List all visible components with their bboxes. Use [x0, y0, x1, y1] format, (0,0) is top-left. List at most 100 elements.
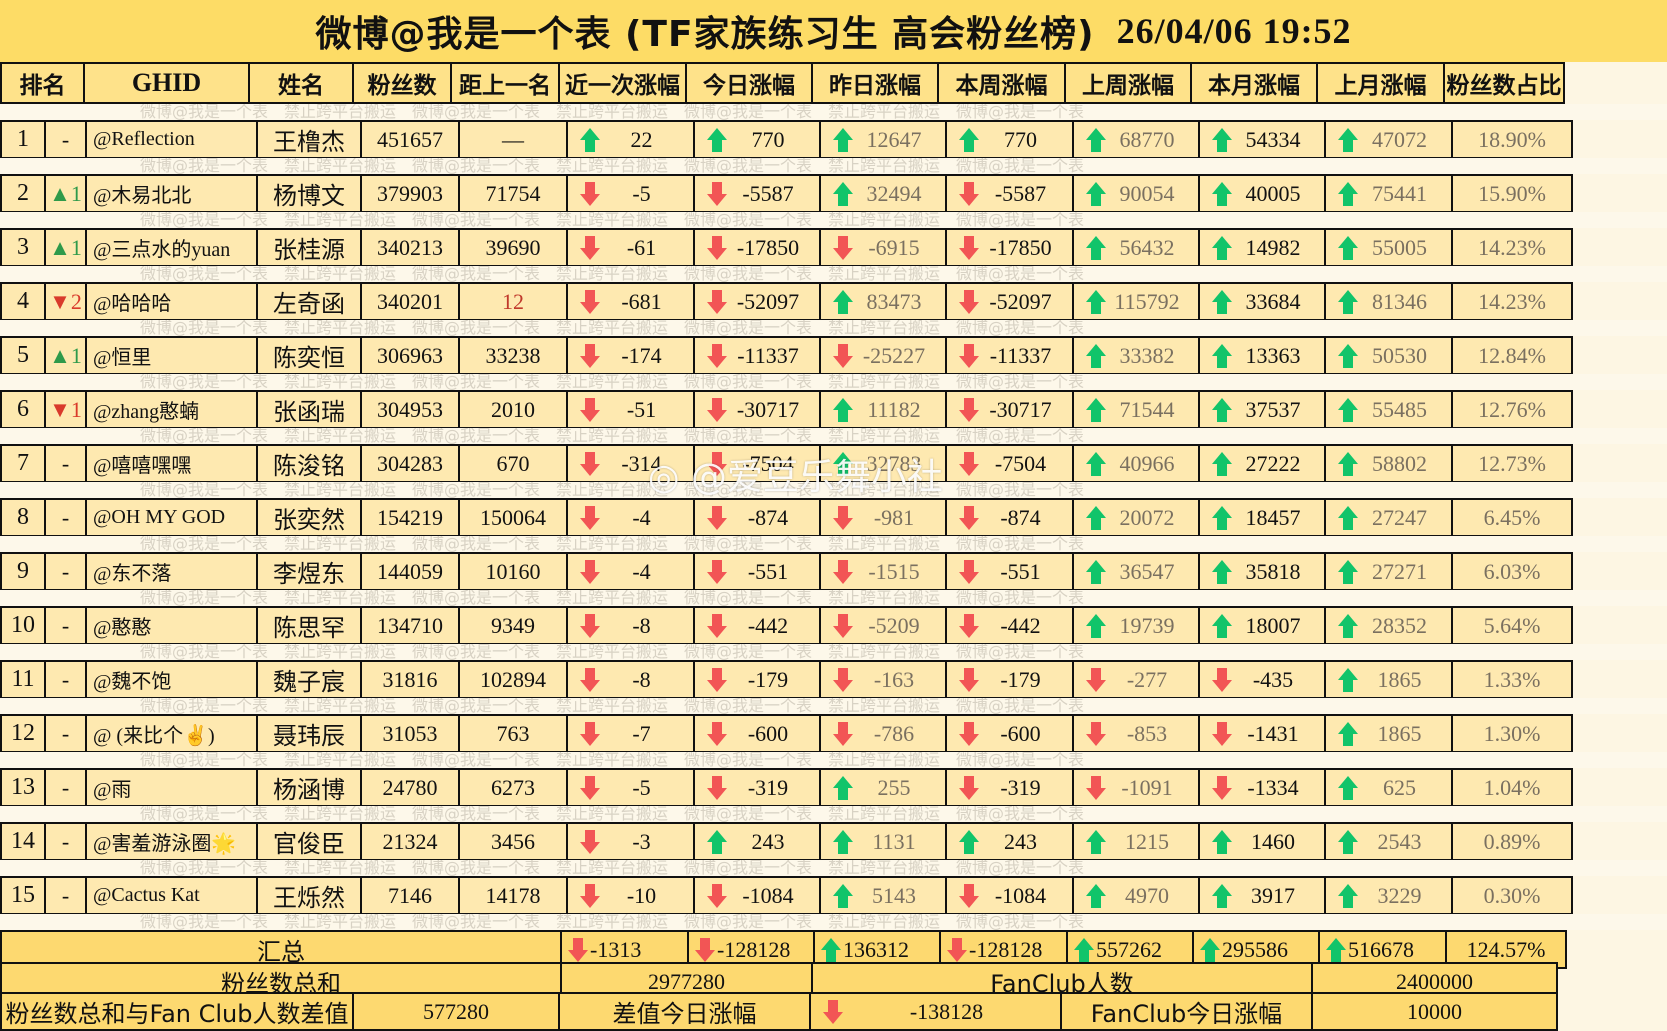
fans-cell: 134710: [360, 606, 460, 645]
name-cell: 王橹杰: [256, 120, 362, 159]
arrow-down-icon: [707, 181, 727, 206]
change-cell-last-month: 27247: [1324, 498, 1453, 537]
arrow-down-icon: [707, 613, 727, 638]
arrow-up-icon: [1338, 559, 1358, 584]
change-value: 18007: [1245, 612, 1301, 638]
change-cell-last-week: 90054: [1072, 174, 1200, 213]
change-value: 625: [1383, 774, 1416, 800]
change-value: -6915: [868, 234, 920, 260]
change-cell-last-month: 27271: [1324, 552, 1453, 591]
change-cell-today: -600: [693, 714, 821, 753]
share-cell: 14.23%: [1451, 228, 1573, 267]
fans-cell: 379903: [360, 174, 460, 213]
table-row: 14- @害羞游泳圈🌟 官俊臣 21324 3456 -3 243 1131 243 1215 14…: [0, 822, 1573, 861]
gap-cell: 3456: [458, 822, 568, 861]
gap-cell: 763: [458, 714, 568, 753]
watermark-strip: 微博@我是一个表 禁止跨平台搬运 微博@我是一个表 禁止跨平台搬运 微博@我是一…: [0, 644, 1667, 660]
arrow-down-icon: [1086, 775, 1106, 800]
change-cell-month: -435: [1198, 660, 1326, 699]
arrow-down-icon: [1212, 721, 1232, 746]
watermark-strip: 微博@我是一个表 禁止跨平台搬运 微博@我是一个表 禁止跨平台搬运 微博@我是一…: [0, 806, 1667, 822]
arrow-down-icon: [707, 667, 727, 692]
arrow-up-icon: [1086, 343, 1106, 368]
col-recent: 近一次涨幅: [558, 62, 687, 104]
change-cell-week: -1084: [945, 876, 1074, 915]
gap-cell: 102894: [458, 660, 568, 699]
fans-cell: 154219: [360, 498, 460, 537]
change-cell-recent: 22: [566, 120, 695, 159]
rank-change-cell: -: [44, 822, 87, 861]
gap-cell: 6273: [458, 768, 568, 807]
change-cell-last-month: 50530: [1324, 336, 1453, 375]
arrow-up-icon: [1086, 559, 1106, 584]
change-cell-recent: -8: [566, 660, 695, 699]
arrow-up-icon: [1212, 613, 1232, 638]
change-cell-week: 243: [945, 822, 1074, 861]
change-cell-week: -52097: [945, 282, 1074, 321]
change-cell-last-month: 58802: [1324, 444, 1453, 483]
change-cell-last-month: 75441: [1324, 174, 1453, 213]
share-cell: 0.30%: [1451, 876, 1573, 915]
change-cell-month: 40005: [1198, 174, 1326, 213]
rank-change-cell: -: [44, 498, 87, 537]
change-cell-today: -7504: [693, 444, 821, 483]
change-value: -981: [873, 504, 915, 530]
arrow-down-icon: [833, 667, 853, 692]
rank-cell: 4: [0, 282, 46, 321]
ghid-cell: @雨: [85, 768, 258, 807]
change-value: 18457: [1245, 504, 1301, 530]
name-cell: 陈思罕: [256, 606, 362, 645]
change-value: 1865: [1377, 666, 1422, 692]
arrow-up-icon: [833, 775, 853, 800]
table-row: 7- @嘻嘻嘿嘿 陈浚铭 304283 670 -314 -7504 32783 -7504 40…: [0, 444, 1573, 483]
change-cell-month: 1460: [1198, 822, 1326, 861]
change-value: 50530: [1372, 342, 1427, 368]
col-rank: 排名: [0, 62, 85, 104]
change-cell-last-week: 56432: [1072, 228, 1200, 267]
fans-cell: 340213: [360, 228, 460, 267]
change-value: -7504: [742, 450, 794, 476]
change-value: -61: [626, 234, 657, 260]
col-name: 姓名: [248, 62, 354, 104]
name-cell: 杨博文: [256, 174, 362, 213]
change-value: -10: [626, 882, 657, 908]
share-cell: 12.73%: [1451, 444, 1573, 483]
arrow-up-icon: [1338, 343, 1358, 368]
ghid-cell: @Reflection: [85, 120, 258, 159]
col-yesterday: 昨日涨幅: [811, 62, 939, 104]
change-cell-today: -17850: [693, 228, 821, 267]
title-timestamp: 26/04/06 19:52: [1116, 11, 1352, 51]
arrow-down-icon: [580, 505, 600, 530]
rank-change-cell: -: [44, 120, 87, 159]
arrow-down-icon: [833, 343, 853, 368]
name-cell: 李煜东: [256, 552, 362, 591]
change-value: 4970: [1125, 882, 1169, 908]
change-cell-yesterday: -163: [819, 660, 947, 699]
change-value: -600: [1000, 720, 1041, 746]
arrow-up-icon: [1212, 451, 1232, 476]
change-cell-month: 33684: [1198, 282, 1326, 321]
change-value: 37537: [1245, 396, 1301, 422]
arrow-up-icon: [1338, 775, 1358, 800]
change-cell-yesterday: -6915: [819, 228, 947, 267]
change-value: -25227: [862, 342, 926, 368]
change-cell-month: 18457: [1198, 498, 1326, 537]
name-cell: 官俊臣: [256, 822, 362, 861]
rank-cell: 6: [0, 390, 46, 429]
share-cell: 5.64%: [1451, 606, 1573, 645]
change-cell-last-month: 28352: [1324, 606, 1453, 645]
fans-cell: 306963: [360, 336, 460, 375]
share-cell: 0.89%: [1451, 822, 1573, 861]
arrow-up-icon: [1086, 883, 1106, 908]
arrow-down-icon: [1212, 667, 1232, 692]
change-cell-recent: -4: [566, 552, 695, 591]
change-cell-yesterday: -1515: [819, 552, 947, 591]
fans-cell: 304953: [360, 390, 460, 429]
arrow-up-icon: [1200, 937, 1220, 962]
share-cell: 6.45%: [1451, 498, 1573, 537]
arrow-down-icon: [580, 181, 600, 206]
arrow-up-icon: [1212, 289, 1232, 314]
change-cell-recent: -5: [566, 768, 695, 807]
arrow-up-icon: [833, 883, 853, 908]
watermark-strip: 微博@我是一个表 禁止跨平台搬运 微博@我是一个表 禁止跨平台搬运 微博@我是一…: [0, 752, 1667, 768]
